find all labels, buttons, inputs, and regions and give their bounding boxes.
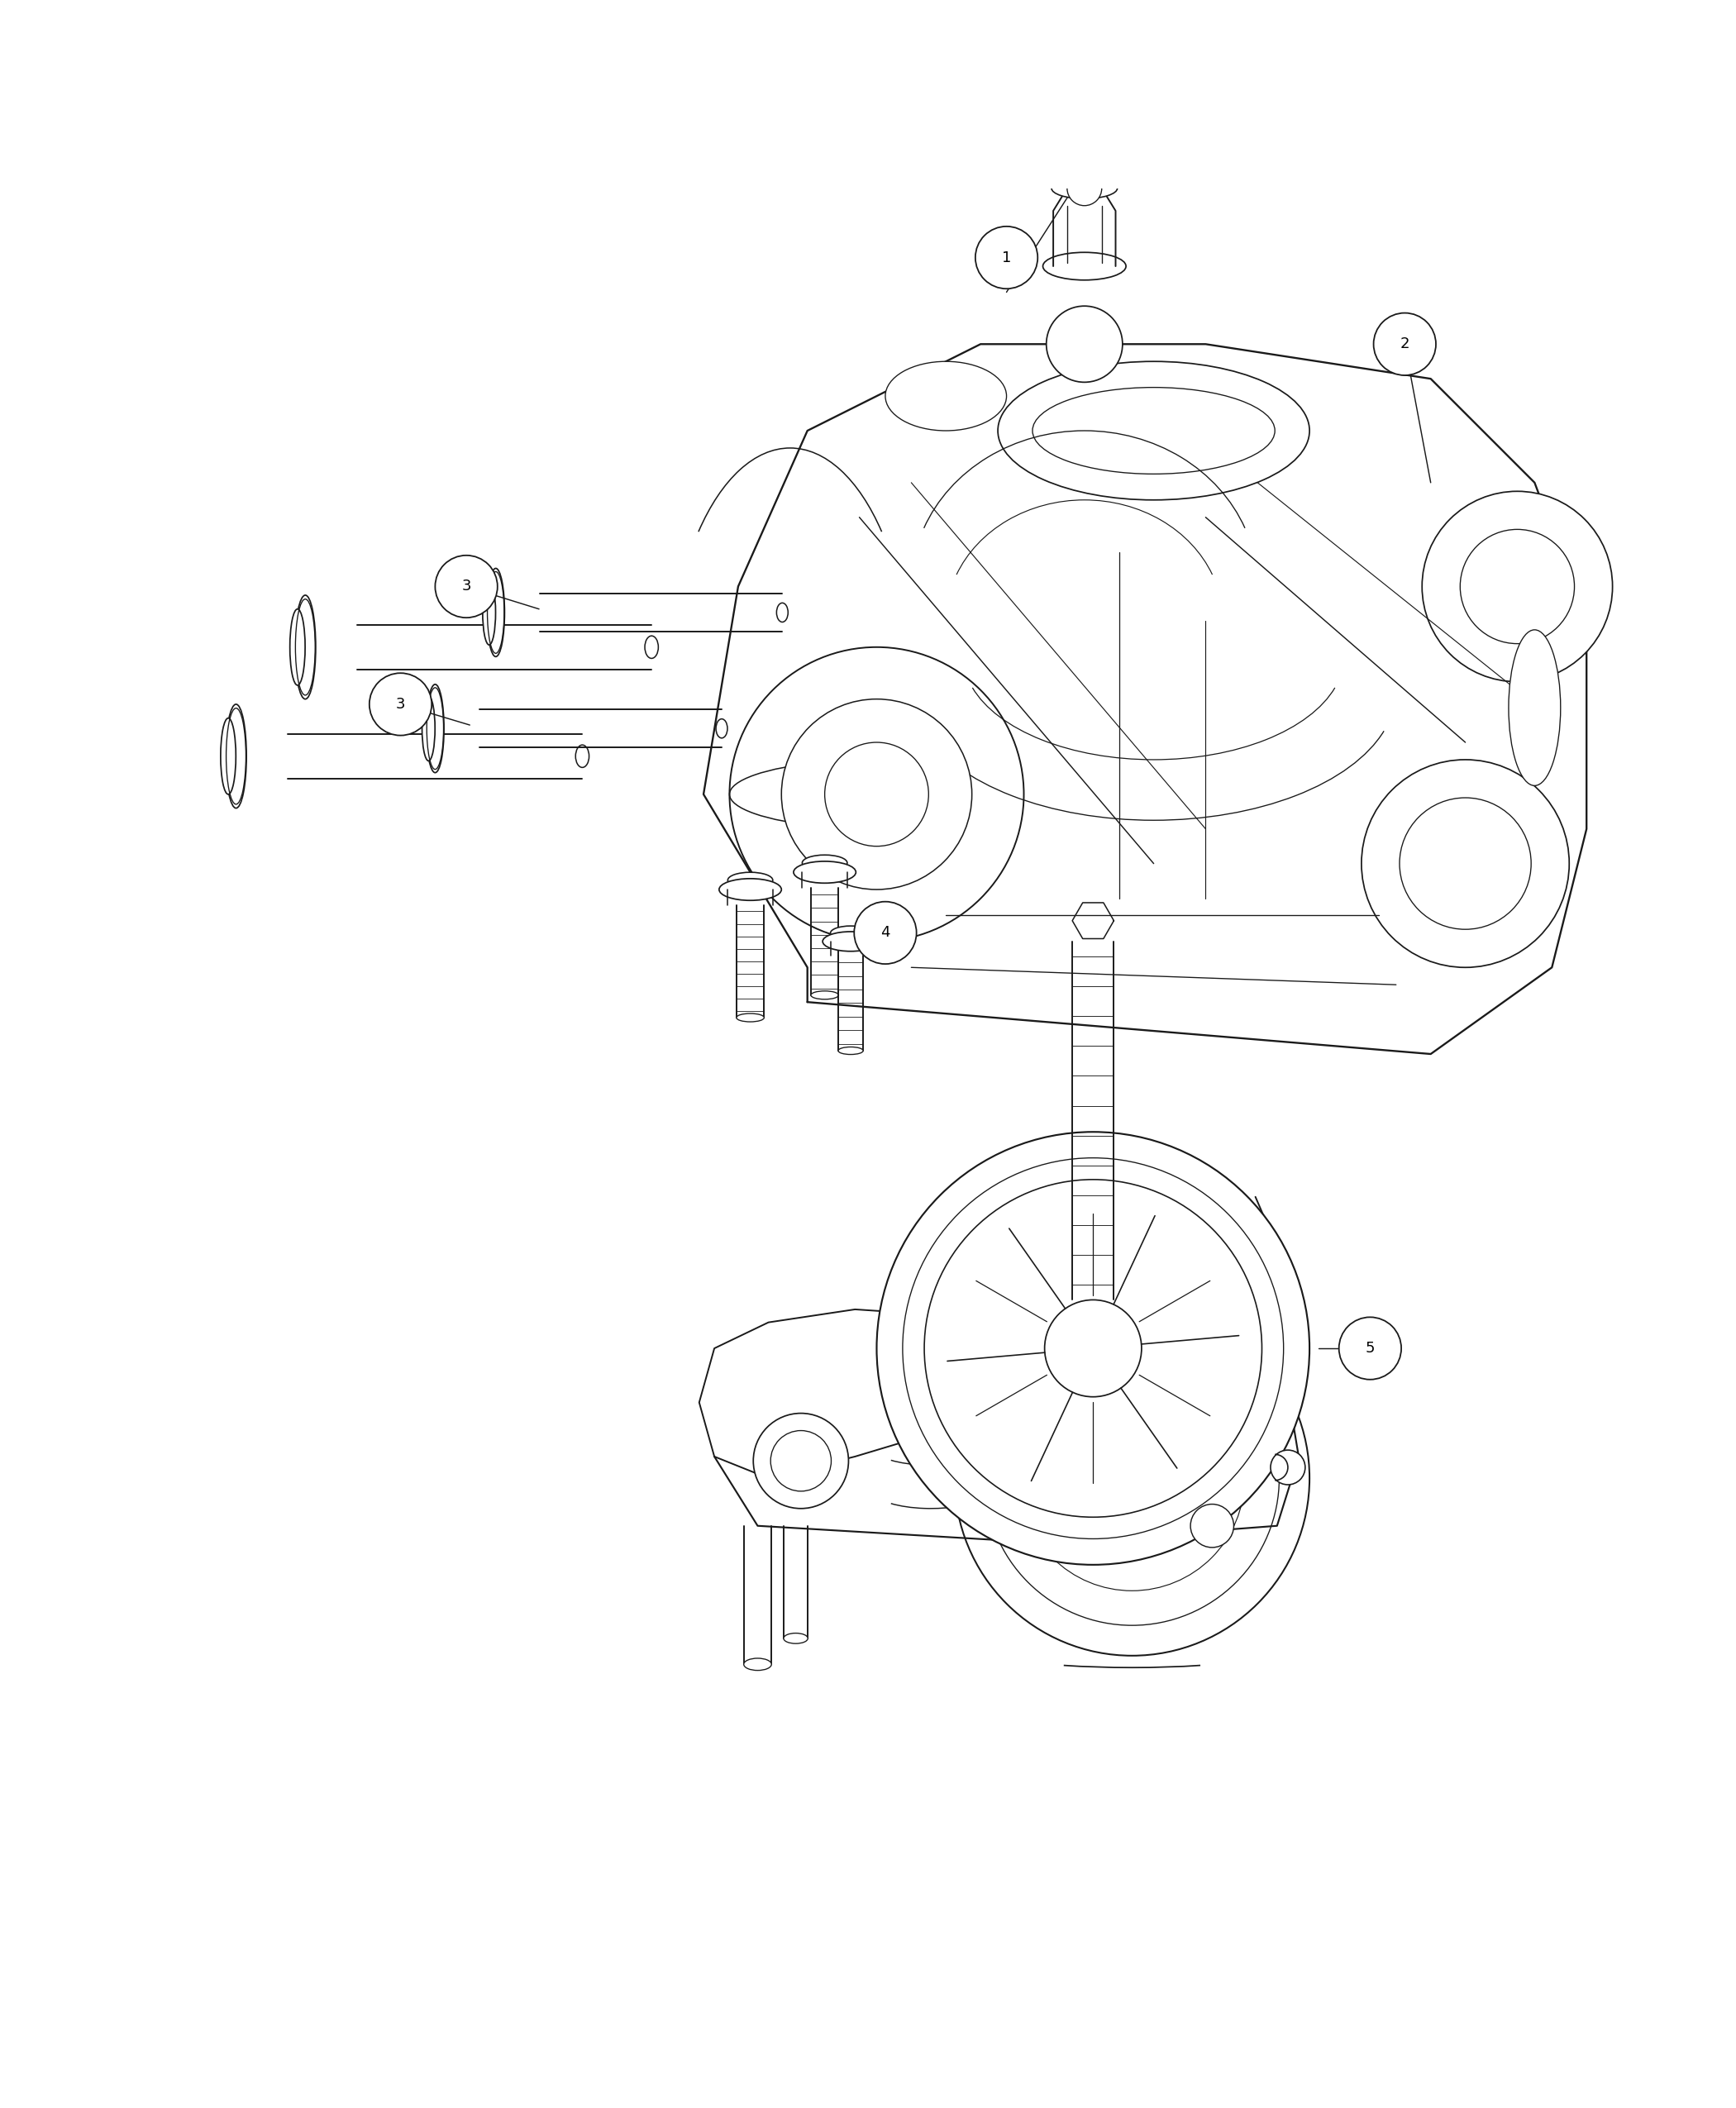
Circle shape xyxy=(924,1180,1262,1518)
Ellipse shape xyxy=(644,637,658,658)
Circle shape xyxy=(1068,171,1102,207)
Ellipse shape xyxy=(483,580,495,645)
Circle shape xyxy=(436,554,498,618)
Ellipse shape xyxy=(743,1659,771,1670)
Circle shape xyxy=(976,226,1038,289)
Ellipse shape xyxy=(715,719,727,738)
Circle shape xyxy=(1373,312,1436,375)
Circle shape xyxy=(1460,529,1575,643)
Ellipse shape xyxy=(719,879,781,900)
Ellipse shape xyxy=(486,569,505,658)
Circle shape xyxy=(877,1132,1309,1564)
Ellipse shape xyxy=(802,856,847,871)
Circle shape xyxy=(1191,1505,1234,1547)
Text: 2: 2 xyxy=(1399,337,1410,352)
Ellipse shape xyxy=(776,603,788,622)
Text: 5: 5 xyxy=(1364,1341,1375,1355)
Circle shape xyxy=(1045,1301,1142,1398)
Circle shape xyxy=(1361,759,1569,968)
Ellipse shape xyxy=(1052,177,1118,198)
Ellipse shape xyxy=(811,991,838,999)
Ellipse shape xyxy=(422,696,436,761)
Circle shape xyxy=(781,700,972,890)
Circle shape xyxy=(1399,797,1531,930)
Text: 1: 1 xyxy=(1002,251,1010,266)
Text: 4: 4 xyxy=(880,925,891,940)
Ellipse shape xyxy=(290,609,306,685)
Circle shape xyxy=(1338,1318,1401,1379)
Circle shape xyxy=(753,1412,849,1509)
Circle shape xyxy=(370,672,432,736)
Ellipse shape xyxy=(885,360,1007,430)
Circle shape xyxy=(729,647,1024,942)
Ellipse shape xyxy=(783,1634,807,1644)
Ellipse shape xyxy=(1043,253,1127,280)
Ellipse shape xyxy=(427,685,444,774)
Ellipse shape xyxy=(823,932,878,951)
Ellipse shape xyxy=(830,925,871,940)
Circle shape xyxy=(854,902,917,963)
Circle shape xyxy=(1047,306,1123,382)
Ellipse shape xyxy=(220,719,236,795)
Ellipse shape xyxy=(793,862,856,883)
Circle shape xyxy=(1271,1450,1305,1484)
Ellipse shape xyxy=(838,1048,863,1054)
Circle shape xyxy=(771,1431,832,1490)
Text: 3: 3 xyxy=(396,698,404,713)
Ellipse shape xyxy=(576,744,589,767)
Circle shape xyxy=(825,742,929,845)
Text: 3: 3 xyxy=(462,580,470,594)
Ellipse shape xyxy=(1509,630,1561,786)
Circle shape xyxy=(955,1301,1309,1655)
Ellipse shape xyxy=(998,360,1309,500)
Ellipse shape xyxy=(226,704,247,807)
Ellipse shape xyxy=(295,594,316,700)
Circle shape xyxy=(1422,491,1613,681)
Ellipse shape xyxy=(736,1014,764,1022)
Ellipse shape xyxy=(727,873,773,887)
